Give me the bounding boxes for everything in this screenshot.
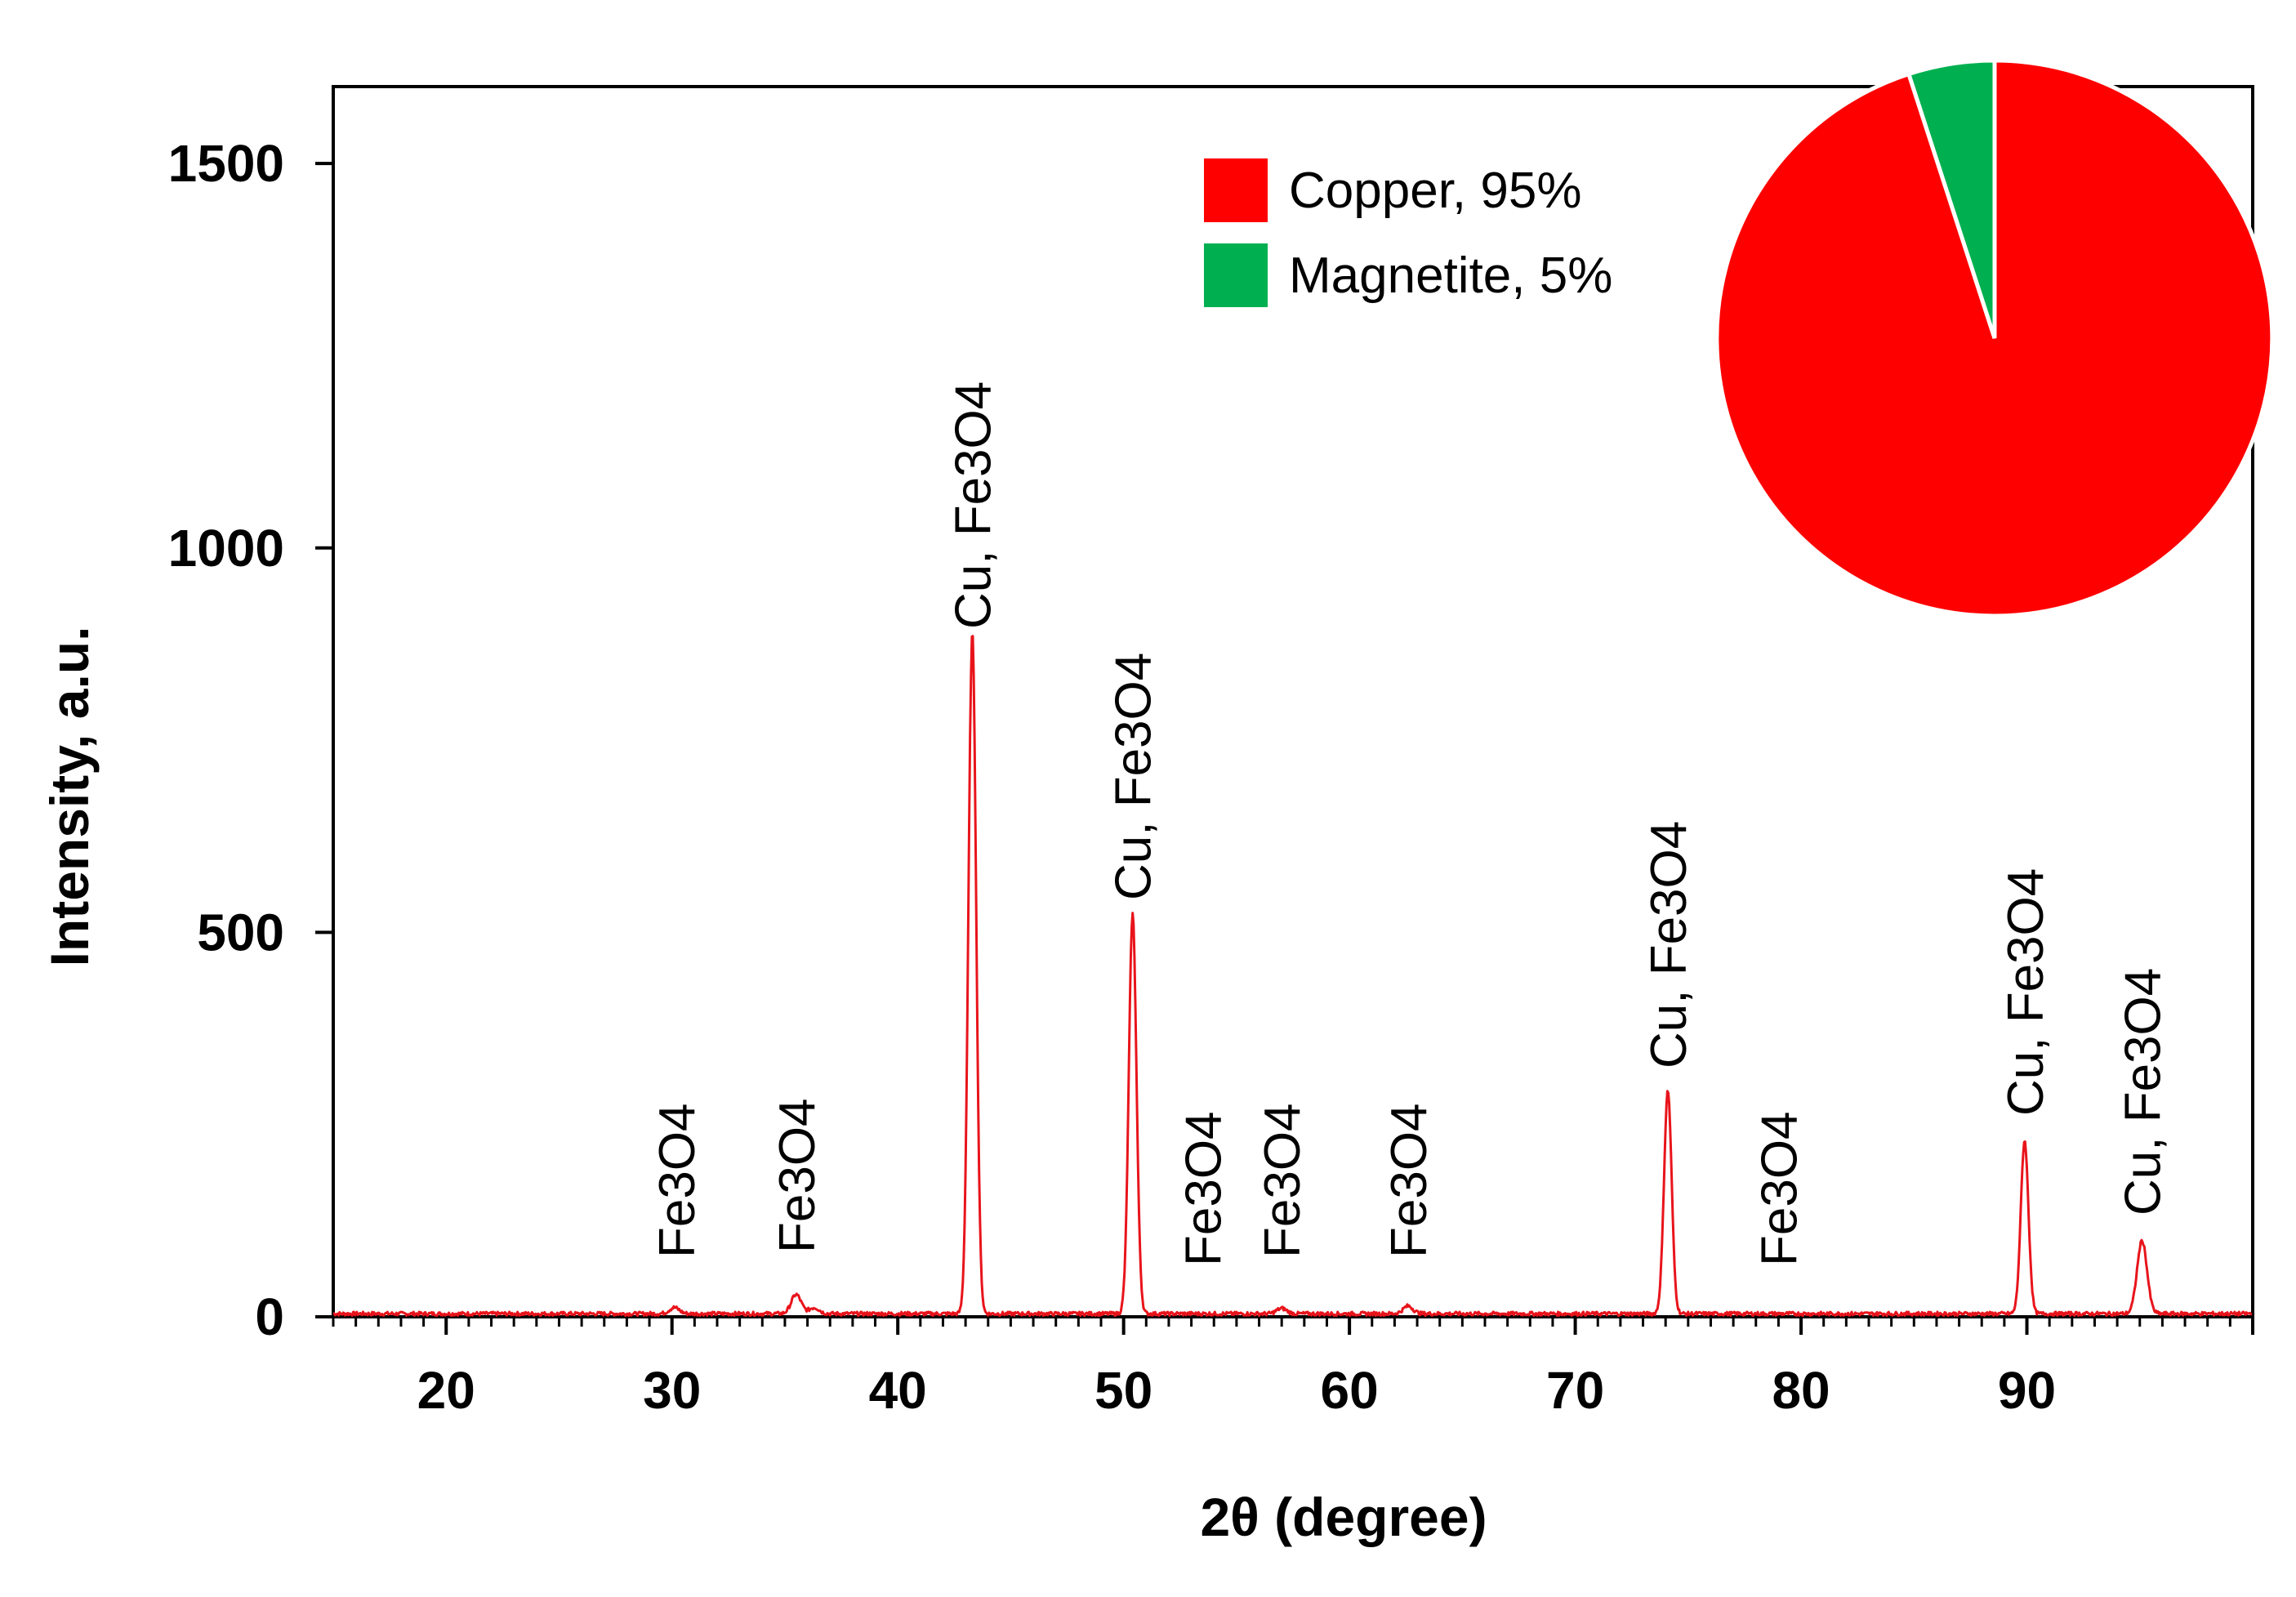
x-tick-label: 90 [1998,1361,2056,1420]
y-tick-label: 500 [197,903,284,961]
x-tick-label: 30 [643,1361,701,1420]
peak-annotation: Fe3O4 [1751,1111,1808,1266]
diffraction-pattern [332,635,2253,1318]
x-tick-label: 60 [1321,1361,1379,1420]
pie-slice [1906,58,1997,339]
legend-label: Copper, 95% [1289,163,1581,219]
peak-annotation: Cu, Fe3O4 [945,381,1001,629]
y-tick-label: 0 [255,1287,284,1346]
peak-annotation: Cu, Fe3O4 [2115,968,2172,1216]
peak-annotation: Fe3O4 [1381,1103,1438,1258]
peak-annotation: Fe3O4 [1255,1103,1311,1258]
peak-annotation: Fe3O4 [1175,1111,1232,1266]
peak-annotation: Fe3O4 [649,1103,706,1258]
x-tick-label: 40 [869,1361,927,1420]
legend-swatch [1204,158,1268,222]
x-tick-label: 20 [417,1361,475,1420]
phase-pie-chart [1714,58,2275,618]
peak-annotation: Cu, Fe3O4 [1998,868,2054,1116]
axes [332,85,2254,1318]
peak-annotation: Cu, Fe3O4 [1106,653,1162,900]
x-tick-label: 80 [1772,1361,1830,1420]
x-tick-label: 50 [1095,1361,1152,1420]
xrd-line [332,635,2253,1318]
x-axis-title: 2θ (degree) [1200,1487,1487,1547]
axis-ticks: 20 30 40 50 60 70 80 90 0 500 1000 1500 [168,134,2254,1420]
x-tick-label: 70 [1546,1361,1604,1420]
y-axis-title: Intensity, a.u. [39,627,100,967]
y-tick-label: 1000 [168,519,284,578]
legend-label: Magnetite, 5% [1289,248,1612,304]
plot-frame [332,85,2254,1318]
legend-swatch [1204,243,1268,307]
peak-annotation: Fe3O4 [769,1098,826,1253]
peak-annotations: Fe3O4 Fe3O4 Cu, Fe3O4 Cu, Fe3O4 Fe3O4 Fe3O4 Fe… [649,381,2171,1266]
y-tick-label: 1500 [168,134,284,193]
peak-annotation: Cu, Fe3O4 [1641,821,1697,1068]
pie-legend: Copper, 95% Magnetite, 5% [1204,158,1612,307]
